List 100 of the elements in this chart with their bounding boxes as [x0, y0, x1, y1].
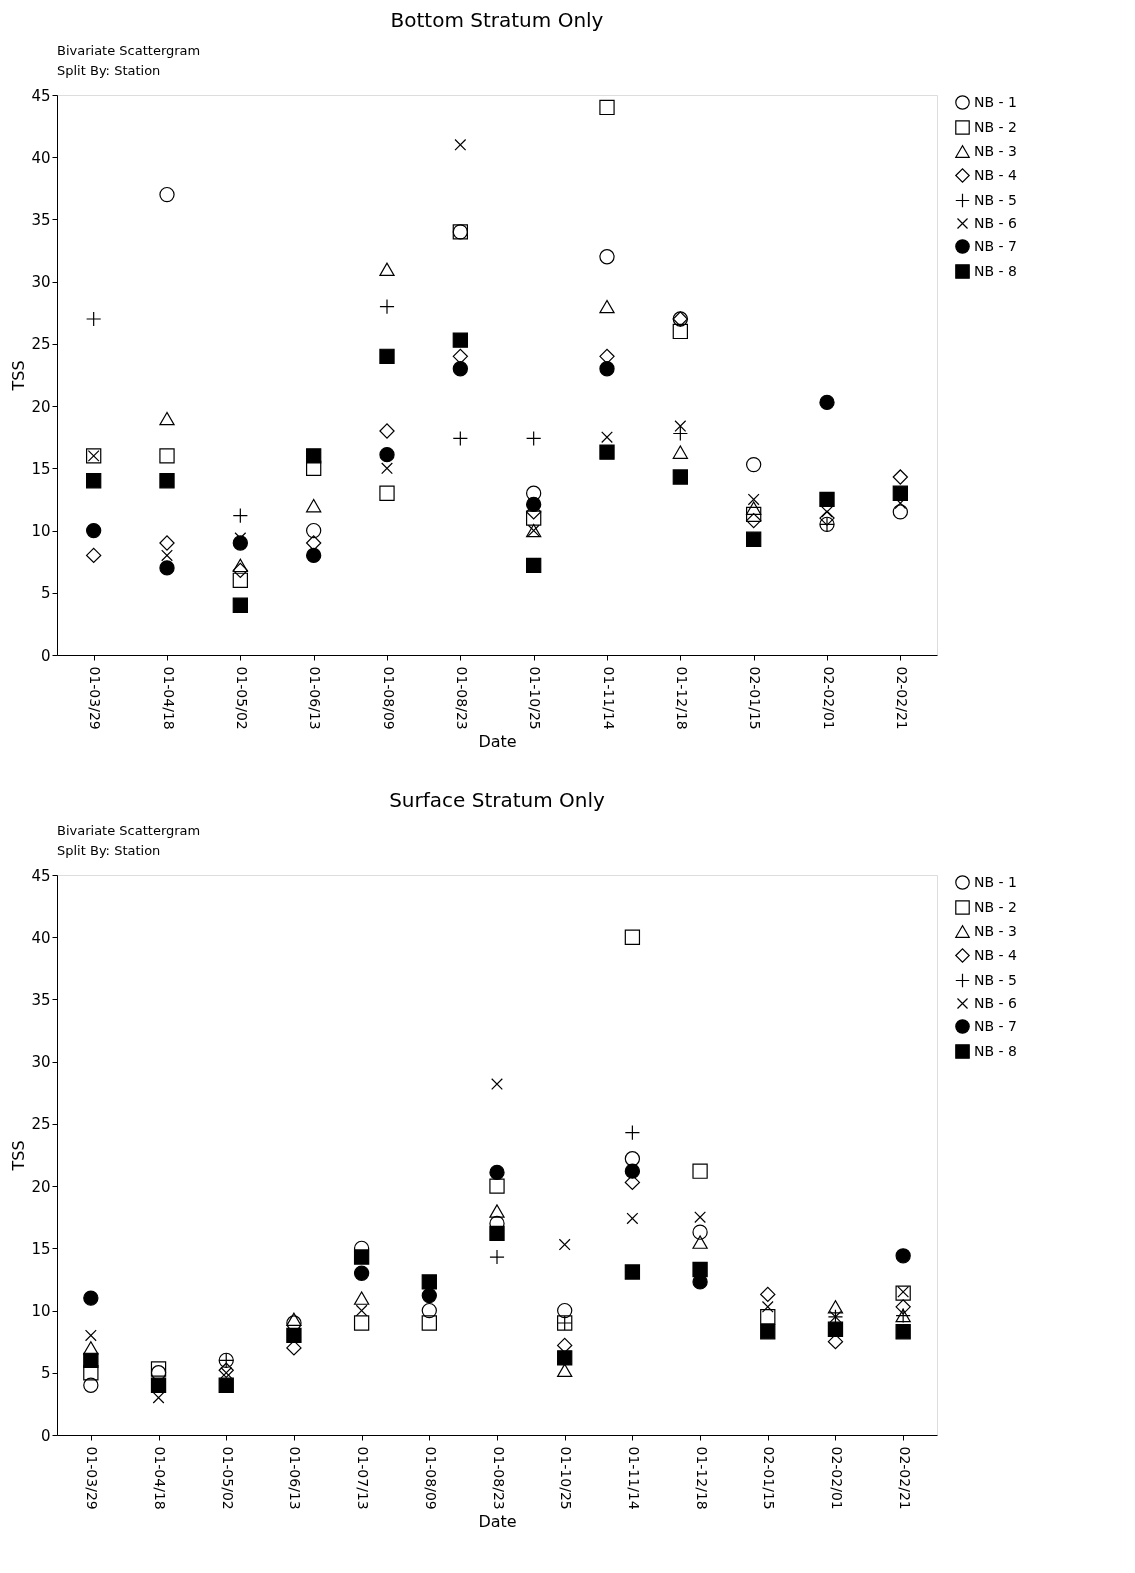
- x-axis-title: Date: [478, 731, 517, 751]
- legend-label: NB - 3: [974, 922, 1017, 939]
- point: [827, 1321, 844, 1337]
- point: [526, 496, 542, 513]
- point: [601, 431, 613, 444]
- point: [83, 1352, 99, 1368]
- point: [353, 1315, 370, 1331]
- x-tick-label: 01-03/29: [87, 666, 104, 730]
- point: [672, 445, 688, 459]
- point: [353, 1249, 370, 1265]
- point: [83, 1377, 99, 1393]
- point: [218, 1362, 234, 1378]
- point: [526, 510, 542, 526]
- y-tick-label: 45: [31, 86, 51, 105]
- y-tick-label: 40: [31, 928, 51, 947]
- point: [306, 498, 322, 513]
- point: [557, 1350, 573, 1366]
- point: [218, 1377, 234, 1393]
- point: [761, 1300, 774, 1313]
- y-tick-label: 0: [40, 1426, 51, 1445]
- point: [379, 485, 395, 501]
- point: [557, 1302, 573, 1319]
- point: [84, 1329, 97, 1342]
- chart-title: Bottom Stratum Only: [390, 8, 604, 32]
- y-axis-title: TSS: [9, 360, 29, 392]
- y-tick-label: 15: [31, 1239, 51, 1258]
- point: [747, 493, 760, 506]
- x-tick-label: 01-05/02: [219, 1446, 236, 1510]
- point: [819, 394, 835, 411]
- x-tick-label: 02-02/01: [828, 1446, 845, 1510]
- point: [672, 469, 688, 485]
- point: [452, 348, 468, 364]
- y-tick-label: 45: [31, 866, 51, 885]
- point: [827, 1300, 844, 1314]
- x-tick-label: 01-12/18: [693, 1446, 710, 1510]
- point: [379, 348, 395, 364]
- point: [692, 1261, 708, 1278]
- point: [624, 1264, 641, 1280]
- legend-label: NB - 3: [974, 142, 1017, 159]
- point: [692, 1163, 708, 1179]
- point: [159, 535, 175, 551]
- point: [895, 1324, 911, 1340]
- y-tick-label: 20: [31, 1177, 51, 1196]
- point: [159, 411, 175, 426]
- point: [599, 348, 615, 364]
- x-tick-label: 01-04/18: [160, 666, 177, 730]
- x-tick-label: 01-04/18: [152, 1446, 169, 1510]
- point: [746, 456, 762, 473]
- point: [159, 560, 175, 576]
- point: [353, 1265, 370, 1281]
- point: [819, 491, 835, 508]
- legend-label: NB - 1: [974, 873, 1017, 890]
- point: [150, 1361, 167, 1377]
- legend-label: NB - 6: [974, 994, 1018, 1011]
- point: [895, 1248, 911, 1264]
- y-tick-label: 10: [31, 522, 51, 541]
- point: [159, 473, 175, 489]
- point: [232, 572, 248, 588]
- point: [489, 1164, 505, 1181]
- point: [86, 547, 102, 564]
- point: [306, 448, 322, 464]
- point: [895, 1299, 911, 1315]
- x-axis-title: Date: [478, 1511, 517, 1531]
- point: [86, 522, 102, 539]
- x-tick-label: 01-08/23: [453, 666, 470, 730]
- point: [746, 501, 762, 515]
- point: [159, 448, 175, 464]
- y-tick-label: 25: [31, 1115, 51, 1134]
- point: [83, 1341, 99, 1355]
- point: [599, 361, 615, 377]
- x-tick-label: 01-06/13: [307, 666, 324, 730]
- point: [86, 473, 102, 489]
- point: [692, 1235, 708, 1249]
- x-tick-label: 01-11/14: [625, 1446, 642, 1510]
- y-tick-label: 30: [31, 273, 51, 292]
- point: [306, 535, 322, 551]
- point: [746, 531, 762, 547]
- point: [421, 1315, 437, 1331]
- text: Bivariate Scattergram: [57, 823, 201, 838]
- x-tick-label: 01-11/14: [600, 666, 617, 730]
- point: [83, 1365, 99, 1381]
- y-tick-label: 5: [40, 584, 51, 603]
- text: Split By: Station: [57, 63, 161, 78]
- point: [558, 1238, 571, 1251]
- x-tick-label: 01-05/02: [233, 666, 250, 730]
- point: [161, 549, 173, 562]
- legend-label: NB - 5: [974, 191, 1017, 208]
- x-tick-label: 02-02/01: [820, 666, 837, 730]
- legend-label: NB - 1: [974, 93, 1017, 110]
- x-tick-label: 01-10/25: [527, 666, 544, 730]
- text: Bivariate Scattergram: [57, 43, 201, 58]
- point: [760, 1324, 776, 1340]
- point: [452, 332, 468, 348]
- legend-label: NB - 2: [974, 118, 1017, 135]
- point: [557, 1363, 573, 1378]
- point: [626, 1212, 639, 1225]
- point: [624, 929, 641, 945]
- point: [694, 1211, 706, 1224]
- x-tick-label: 02-02/21: [896, 1446, 913, 1510]
- legend-label: NB - 7: [974, 1017, 1017, 1034]
